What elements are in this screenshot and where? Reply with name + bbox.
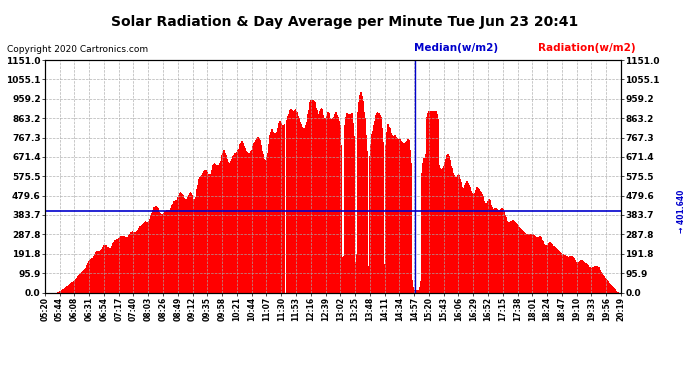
Text: Median(w/m2): Median(w/m2) [414,43,498,53]
Text: Solar Radiation & Day Average per Minute Tue Jun 23 20:41: Solar Radiation & Day Average per Minute… [111,15,579,29]
Text: Radiation(w/m2): Radiation(w/m2) [538,43,635,53]
Text: → 401.640: → 401.640 [677,190,686,233]
Text: Copyright 2020 Cartronics.com: Copyright 2020 Cartronics.com [7,45,148,54]
